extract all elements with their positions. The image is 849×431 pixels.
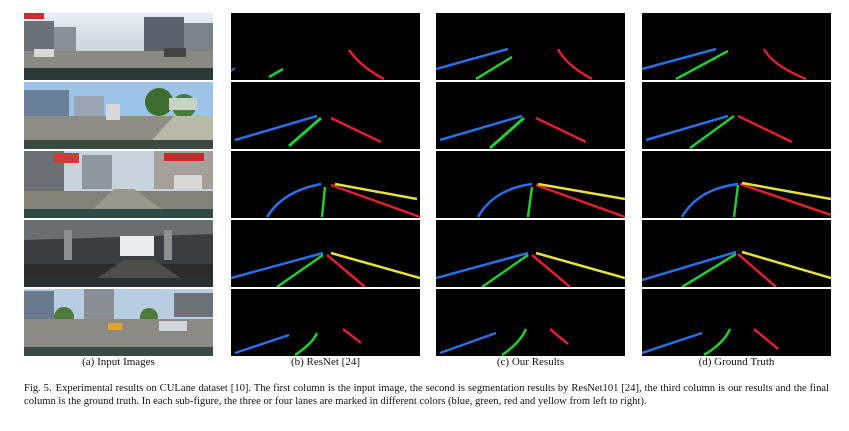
resnet-output-4 <box>231 220 420 287</box>
input-image-1 <box>24 13 213 80</box>
ground-truth-4 <box>642 220 831 287</box>
figure-caption-text: Experimental results on CULane dataset [… <box>24 383 830 408</box>
ground-truth-3 <box>642 151 831 218</box>
our-result-3 <box>436 151 625 218</box>
figure-caption: Fig. 5. Experimental results on CULane da… <box>24 382 829 409</box>
our-result-2 <box>436 82 625 149</box>
subcaption-input-images: (a) Input Images <box>82 356 155 368</box>
input-image-5 <box>24 289 213 356</box>
subcaption-ground-truth: (d) Ground Truth <box>698 356 775 368</box>
resnet-output-5 <box>231 289 420 356</box>
subcaption-our-results: (c) Our Results <box>496 356 565 368</box>
subcaption-resnet: (b) ResNet [24] <box>290 356 361 368</box>
our-result-1 <box>436 13 625 80</box>
ground-truth-5 <box>642 289 831 356</box>
input-image-3 <box>24 151 213 218</box>
ground-truth-1 <box>642 13 831 80</box>
input-image-4 <box>24 220 213 287</box>
resnet-output-1 <box>231 13 420 80</box>
our-result-4 <box>436 220 625 287</box>
figure-label: Fig. 5. <box>24 383 52 394</box>
resnet-output-3 <box>231 151 420 218</box>
ground-truth-2 <box>642 82 831 149</box>
input-image-2 <box>24 82 213 149</box>
resnet-output-2 <box>231 82 420 149</box>
our-result-5 <box>436 289 625 356</box>
